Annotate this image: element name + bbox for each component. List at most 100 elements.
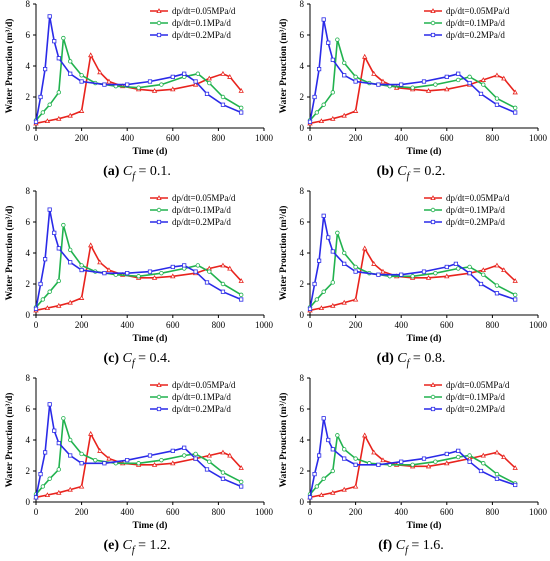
data-point: [238, 465, 244, 470]
y-tick-label: 2: [300, 466, 305, 476]
x-tick-label: 800: [486, 320, 500, 330]
data-point: [47, 289, 52, 294]
x-axis-label: Time (d): [407, 333, 442, 344]
data-point: [318, 118, 325, 124]
data-point: [353, 74, 358, 80]
data-point: [410, 274, 415, 279]
data-point: [330, 302, 336, 308]
y-tick-label: 2: [26, 279, 31, 289]
data-point: [159, 457, 164, 463]
data-point: [318, 305, 325, 311]
series-line: [309, 215, 516, 309]
data-point: [78, 108, 85, 113]
caption-subscript: f: [406, 170, 410, 182]
data-point: [512, 278, 518, 283]
data-point: [151, 274, 158, 280]
y-tick-label: 6: [26, 404, 31, 414]
x-tick-label: 800: [212, 133, 226, 143]
x-tick-label: 0: [34, 133, 39, 143]
data-point: [88, 52, 94, 58]
legend-label: dp/dt=0.05MPa/d: [446, 6, 510, 16]
legend-label: dp/dt=0.2MPa/d: [446, 217, 505, 227]
data-point: [52, 428, 57, 433]
data-point: [238, 278, 244, 283]
caption-variable: C: [397, 351, 407, 366]
data-point: [195, 263, 201, 268]
y-tick-label: 0: [26, 310, 31, 320]
data-point: [341, 447, 347, 452]
x-axis-label: Time (d): [133, 146, 168, 157]
data-point: [33, 495, 39, 500]
data-point: [61, 222, 66, 228]
panel-caption: (b) Cf = 0.2.: [274, 164, 548, 182]
caption-subscript: f: [406, 357, 410, 369]
data-point: [421, 269, 427, 274]
legend-marker: [430, 8, 436, 13]
data-point: [480, 77, 486, 82]
y-tick-label: 0: [300, 123, 305, 133]
caption-value: = 0.8.: [409, 351, 446, 366]
data-point: [79, 451, 84, 457]
data-point: [399, 272, 404, 277]
caption-subscript: f: [405, 544, 408, 556]
data-point: [102, 271, 107, 276]
y-tick-label: 6: [300, 30, 305, 40]
data-point: [204, 280, 210, 285]
x-tick-label: 0: [308, 133, 313, 143]
legend-label: dp/dt=0.1MPa/d: [446, 392, 505, 402]
series-2: [33, 416, 244, 497]
y-axis-label: Water Prouction (m³/d): [278, 19, 289, 114]
panel-caption: (a) Cf = 0.1.: [0, 164, 274, 182]
y-tick-label: 4: [26, 435, 31, 445]
data-point: [193, 79, 198, 84]
data-point: [220, 94, 226, 100]
x-axis-label: Time (d): [133, 520, 168, 531]
x-tick-label: 400: [394, 507, 408, 517]
data-point: [220, 70, 226, 76]
series-line: [309, 418, 516, 498]
data-point: [317, 67, 322, 72]
legend-label: dp/dt=0.05MPa/d: [172, 193, 236, 203]
series-1: [307, 53, 518, 126]
data-point: [206, 75, 212, 81]
data-point: [79, 461, 84, 466]
caption-label: (e): [103, 538, 119, 553]
x-tick-label: 800: [212, 320, 226, 330]
data-point: [47, 14, 52, 19]
panel-caption: (f) Cf = 1.6.: [274, 538, 548, 556]
data-point: [353, 79, 358, 84]
series-3: [33, 402, 244, 500]
y-tick-label: 8: [300, 0, 305, 9]
data-point: [330, 489, 336, 495]
data-point: [433, 459, 438, 464]
legend: dp/dt=0.05MPa/d dp/dt=0.1MPa/d dp/dt=0.2MP…: [150, 6, 236, 40]
data-point: [362, 245, 368, 251]
data-point: [67, 486, 73, 492]
x-tick-label: 1000: [255, 320, 274, 330]
caption-label: (c): [103, 351, 119, 366]
y-tick-label: 2: [26, 466, 31, 476]
data-point: [425, 274, 432, 280]
data-point: [159, 270, 164, 276]
data-point: [170, 74, 175, 79]
data-point: [512, 465, 518, 470]
panel-caption: (c) Cf = 0.4.: [0, 351, 274, 369]
x-tick-label: 1000: [529, 507, 548, 517]
data-point: [193, 456, 198, 461]
data-point: [335, 37, 340, 42]
data-point: [353, 269, 358, 274]
legend-marker: [430, 195, 436, 200]
data-point: [380, 457, 386, 463]
data-point: [376, 272, 381, 277]
data-point: [67, 299, 73, 305]
data-point: [455, 77, 461, 83]
data-point: [481, 272, 486, 277]
x-tick-label: 600: [166, 507, 180, 517]
data-point: [47, 207, 52, 212]
data-point: [307, 306, 313, 311]
legend-label: dp/dt=0.2MPa/d: [172, 404, 231, 414]
data-point: [125, 82, 130, 87]
caption-variable: C: [122, 538, 132, 553]
data-point: [220, 262, 226, 268]
data-point: [330, 115, 336, 121]
